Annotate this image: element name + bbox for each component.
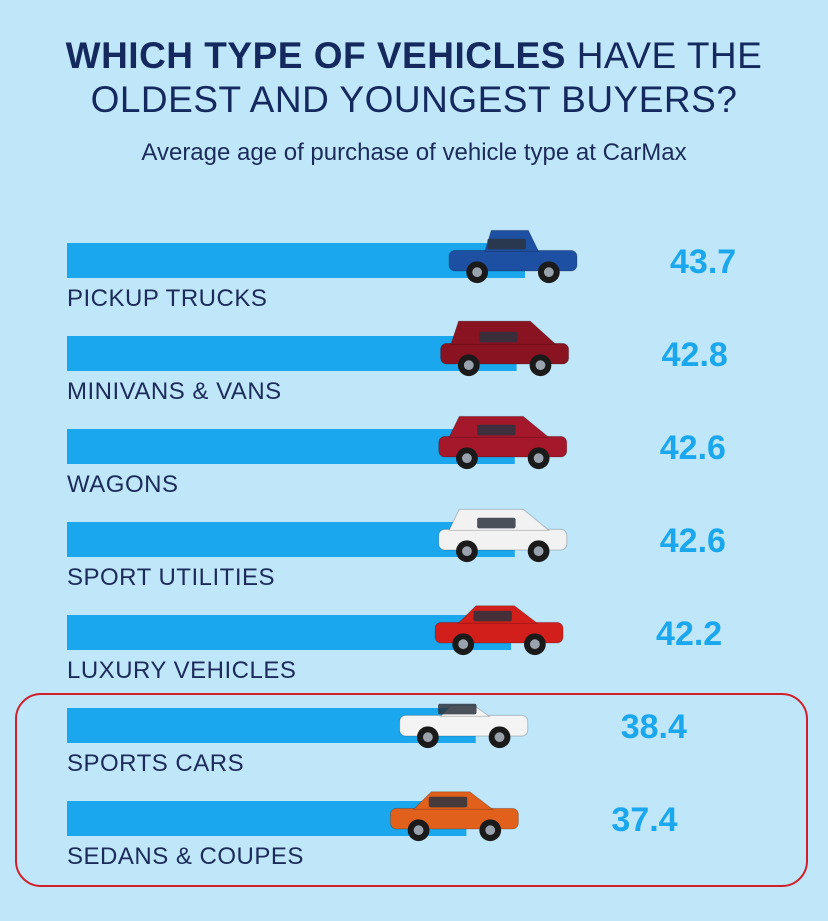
category-label-sport-utilities: SPORT UTILITIES <box>67 564 275 591</box>
chart-title-bold: WHICH TYPE OF VEHICLES <box>65 35 566 76</box>
value-label-sports-cars: 38.4 <box>621 708 687 746</box>
suv-icon <box>438 508 568 563</box>
value-label-luxury-vehicles: 42.2 <box>656 615 722 653</box>
bar-group-pickup-trucks: 43.7 PICKUP TRUCKS <box>67 229 736 312</box>
value-label-sport-utilities: 42.6 <box>660 522 726 560</box>
category-label-luxury-vehicles: LUXURY VEHICLES <box>67 657 296 684</box>
bar-group-sports-cars: 38.4 SPORTS CARS <box>67 703 687 777</box>
chart-subtitle: Average age of purchase of vehicle type … <box>141 139 687 166</box>
highlight-box <box>15 693 808 887</box>
sports-car-icon <box>399 703 529 749</box>
value-label-wagons: 42.6 <box>660 429 726 467</box>
value-label-sedans-and-coupes: 37.4 <box>611 801 677 839</box>
chart-title-rest: HAVE THE OLDEST AND YOUNGEST BUYERS? <box>90 35 763 120</box>
category-label-sedans-and-coupes: SEDANS & COUPES <box>67 843 304 870</box>
chart-title: WHICH TYPE OF VEHICLES HAVE THE OLDEST A… <box>0 34 828 122</box>
value-label-pickup-trucks: 43.7 <box>670 243 736 281</box>
bar-group-minivans-and-vans: 42.8 MINIVANS & VANS <box>67 320 728 405</box>
category-label-minivans-and-vans: MINIVANS & VANS <box>67 378 282 405</box>
minivan-icon <box>440 320 570 377</box>
category-label-wagons: WAGONS <box>67 471 178 498</box>
bar-group-luxury-vehicles: 42.2 LUXURY VEHICLES <box>67 605 722 684</box>
bar-pickup-trucks <box>67 243 525 278</box>
pickup-truck-icon <box>448 229 578 284</box>
category-label-sports-cars: SPORTS CARS <box>67 750 244 777</box>
sedan-icon <box>389 791 519 842</box>
bar-group-sport-utilities: 42.6 SPORT UTILITIES <box>67 508 726 591</box>
luxury-sedan-icon <box>434 605 564 656</box>
bar-group-wagons: 42.6 WAGONS <box>67 415 726 498</box>
category-label-pickup-trucks: PICKUP TRUCKS <box>67 285 267 312</box>
wagon-icon <box>438 415 568 470</box>
bar-group-sedans-and-coupes: 37.4 SEDANS & COUPES <box>67 791 678 870</box>
value-label-minivans-and-vans: 42.8 <box>662 336 728 374</box>
